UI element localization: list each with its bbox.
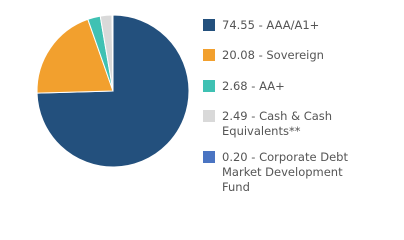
page: 74.55 - AAA/A1+ 20.08 - Sovereign 2.68 - A… <box>36 14 372 195</box>
pie-chart <box>36 14 190 168</box>
legend-swatch <box>203 19 215 31</box>
legend-item: 2.68 - AA+ <box>203 79 372 94</box>
legend-label: 74.55 - AAA/A1+ <box>222 18 320 32</box>
legend-swatch <box>203 110 215 122</box>
legend-label: 20.08 - Sovereign <box>222 48 324 62</box>
legend-label: 2.49 - Cash & Cash Equivalents** <box>222 109 333 138</box>
legend-label: 0.20 - Corporate Debt Market Development… <box>222 150 348 194</box>
legend-swatch <box>203 80 215 92</box>
legend-swatch <box>203 49 215 61</box>
legend-label: 2.68 - AA+ <box>222 79 285 93</box>
legend-swatch <box>203 151 215 163</box>
legend-item: 20.08 - Sovereign <box>203 48 372 63</box>
legend-item: 0.20 - Corporate Debt Market Development… <box>203 150 372 195</box>
legend-item: 74.55 - AAA/A1+ <box>203 18 372 33</box>
pie-slice <box>111 14 114 92</box>
legend-item: 2.49 - Cash & Cash Equivalents** <box>203 109 372 139</box>
